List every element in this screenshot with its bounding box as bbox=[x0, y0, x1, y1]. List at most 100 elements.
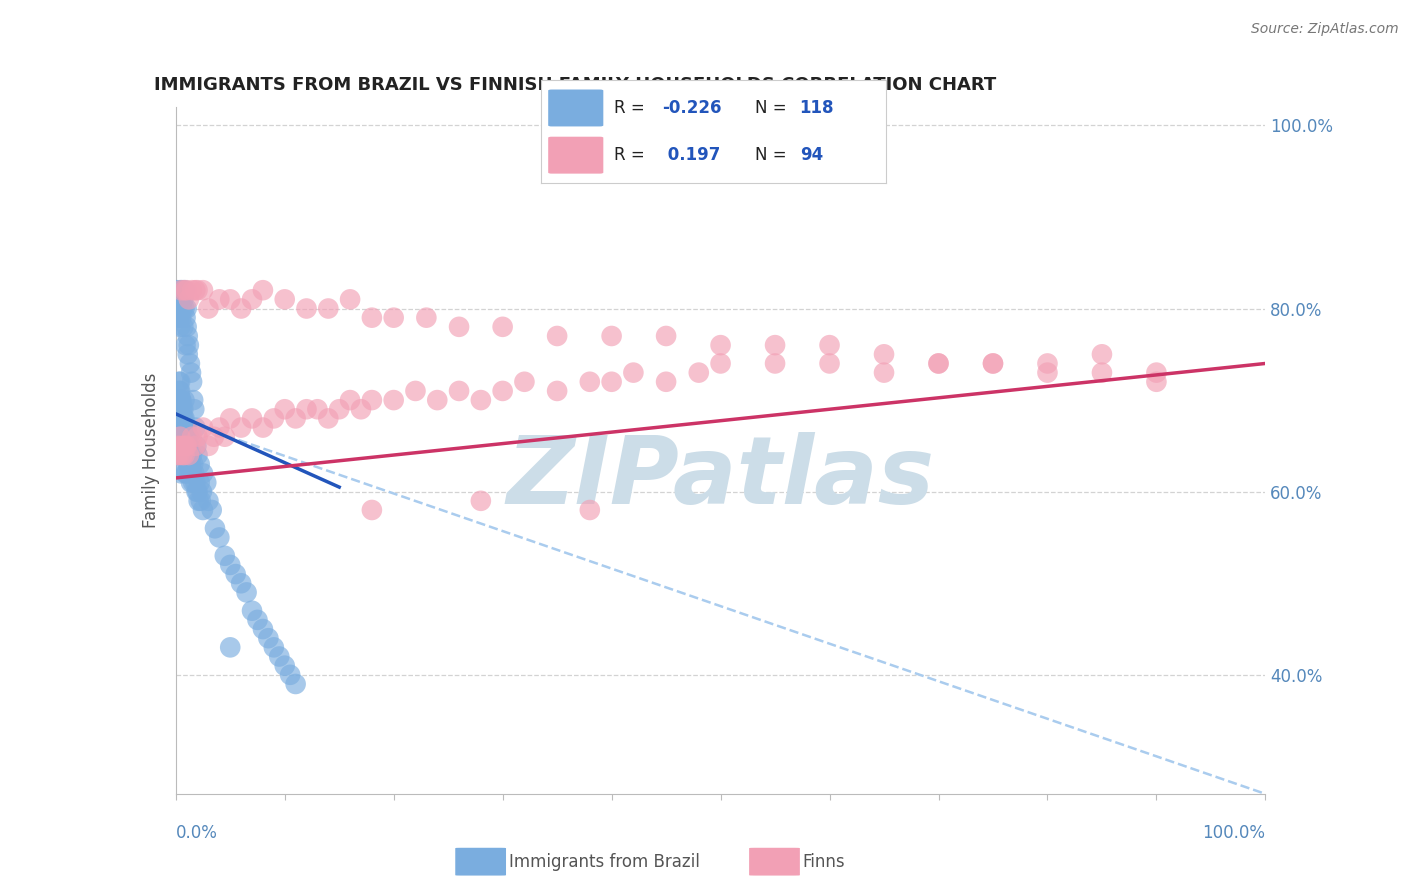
Text: Finns: Finns bbox=[803, 853, 845, 871]
Point bbox=[180, 366, 202, 380]
Point bbox=[169, 430, 191, 444]
Point bbox=[172, 420, 194, 434]
Point bbox=[186, 430, 209, 444]
Point bbox=[655, 375, 678, 389]
Point bbox=[181, 448, 204, 462]
Point bbox=[426, 393, 449, 408]
Point bbox=[172, 430, 194, 444]
Text: N =: N = bbox=[755, 146, 792, 164]
Point bbox=[181, 283, 204, 297]
Point bbox=[339, 393, 361, 408]
Point bbox=[1091, 366, 1114, 380]
Point bbox=[173, 420, 195, 434]
Point bbox=[172, 439, 194, 453]
FancyBboxPatch shape bbox=[548, 136, 603, 174]
Text: R =: R = bbox=[613, 146, 650, 164]
Text: 0.197: 0.197 bbox=[662, 146, 720, 164]
Point bbox=[187, 493, 209, 508]
Point bbox=[186, 484, 209, 499]
Point bbox=[173, 411, 195, 425]
Point bbox=[176, 283, 198, 297]
Point bbox=[688, 366, 710, 380]
Point bbox=[186, 448, 209, 462]
Point bbox=[710, 356, 733, 370]
Point bbox=[201, 503, 224, 517]
Point bbox=[219, 558, 242, 572]
Point bbox=[166, 283, 188, 297]
Point bbox=[172, 430, 194, 444]
Point bbox=[180, 475, 202, 490]
Point bbox=[181, 430, 204, 444]
Point bbox=[1091, 347, 1114, 361]
Point bbox=[172, 411, 194, 425]
Point bbox=[181, 375, 204, 389]
Point bbox=[169, 430, 191, 444]
Point bbox=[284, 677, 307, 691]
Point bbox=[177, 430, 200, 444]
Point bbox=[176, 420, 198, 434]
Point bbox=[246, 613, 269, 627]
Point bbox=[177, 293, 200, 307]
Point bbox=[177, 329, 200, 343]
Point bbox=[240, 604, 263, 618]
Point bbox=[447, 319, 470, 334]
Point bbox=[600, 329, 623, 343]
Text: Source: ZipAtlas.com: Source: ZipAtlas.com bbox=[1251, 22, 1399, 37]
Point bbox=[600, 375, 623, 389]
Point bbox=[184, 439, 207, 453]
Point bbox=[169, 384, 191, 398]
Point bbox=[415, 310, 437, 325]
Point bbox=[174, 310, 197, 325]
Point bbox=[169, 411, 191, 425]
Point bbox=[184, 283, 207, 297]
Point bbox=[174, 338, 197, 352]
Point bbox=[174, 448, 197, 462]
Point bbox=[177, 439, 200, 453]
Point bbox=[174, 439, 197, 453]
Point bbox=[252, 420, 274, 434]
Point bbox=[181, 393, 204, 408]
Point bbox=[181, 467, 204, 481]
Point bbox=[177, 439, 200, 453]
Point bbox=[219, 640, 242, 655]
Point bbox=[621, 366, 644, 380]
Point bbox=[274, 658, 297, 673]
Point bbox=[169, 319, 191, 334]
Point bbox=[307, 402, 329, 417]
Point bbox=[231, 576, 253, 591]
Point bbox=[191, 484, 214, 499]
Point bbox=[167, 402, 190, 417]
Point bbox=[278, 668, 301, 682]
Text: R =: R = bbox=[613, 99, 650, 117]
Point bbox=[318, 301, 340, 316]
Point bbox=[172, 448, 194, 462]
Point bbox=[181, 457, 204, 471]
Point bbox=[191, 503, 214, 517]
Point bbox=[208, 420, 231, 434]
Point bbox=[170, 448, 193, 462]
Text: 0.0%: 0.0% bbox=[176, 824, 218, 842]
FancyBboxPatch shape bbox=[456, 847, 506, 876]
Point bbox=[382, 393, 405, 408]
Point bbox=[546, 329, 568, 343]
Point bbox=[274, 293, 297, 307]
Point bbox=[350, 402, 373, 417]
Point bbox=[190, 493, 212, 508]
Point bbox=[166, 411, 188, 425]
Point bbox=[284, 411, 307, 425]
Point bbox=[981, 356, 1004, 370]
Point bbox=[170, 411, 193, 425]
Point bbox=[328, 402, 350, 417]
Point bbox=[873, 347, 896, 361]
Point bbox=[177, 448, 200, 462]
Point bbox=[170, 310, 193, 325]
Point bbox=[240, 293, 263, 307]
Point bbox=[167, 310, 190, 325]
Point bbox=[208, 293, 231, 307]
Point bbox=[1036, 366, 1059, 380]
Point bbox=[981, 356, 1004, 370]
Point bbox=[818, 338, 841, 352]
Point bbox=[174, 430, 197, 444]
Text: 94: 94 bbox=[800, 146, 823, 164]
Point bbox=[167, 293, 190, 307]
